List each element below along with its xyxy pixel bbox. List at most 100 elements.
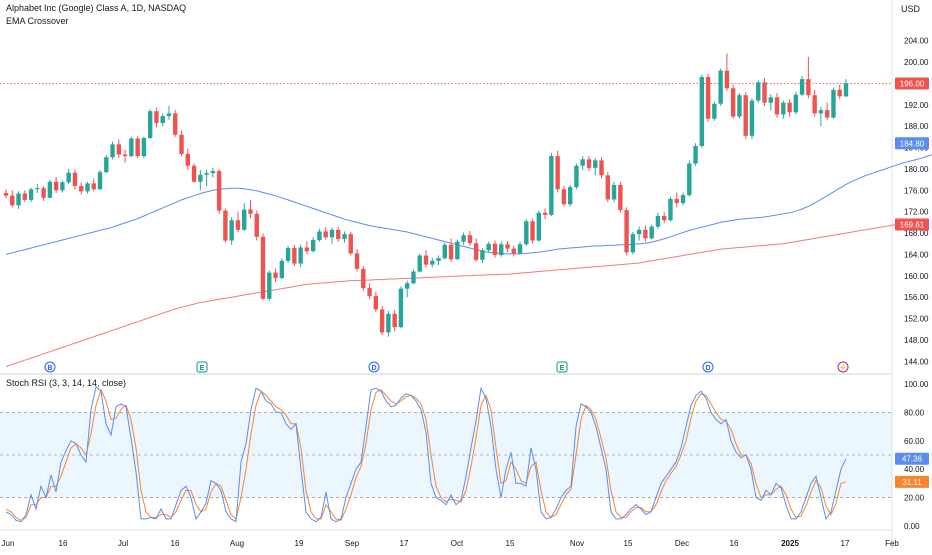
candle[interactable] [135,136,140,159]
candle[interactable] [60,180,65,193]
candle[interactable] [837,84,842,100]
candle[interactable] [825,102,830,120]
event-marker[interactable]: ⚡ [837,361,849,373]
candle[interactable] [806,56,811,99]
candle[interactable] [781,100,786,119]
candle[interactable] [166,105,172,120]
candle[interactable] [430,257,435,268]
candle[interactable] [705,73,711,122]
candle[interactable] [524,219,529,246]
candle[interactable] [35,183,40,193]
candle[interactable] [79,182,84,195]
candle[interactable] [599,157,604,179]
candle[interactable] [636,226,642,241]
candle[interactable] [674,192,679,208]
candle[interactable] [323,227,328,240]
candle[interactable] [611,181,617,203]
candle[interactable] [423,250,429,268]
candle[interactable] [618,181,623,213]
candle[interactable] [179,130,184,157]
candle[interactable] [655,212,661,229]
candle[interactable] [260,233,266,301]
candle[interactable] [22,190,27,203]
candle[interactable] [97,170,103,190]
candle[interactable] [680,192,686,206]
candle[interactable] [41,186,46,201]
candle[interactable] [405,280,410,298]
candle[interactable] [793,91,799,115]
candle[interactable] [724,53,730,91]
candle[interactable] [768,94,773,111]
candle[interactable] [762,78,767,106]
candle[interactable] [185,148,190,171]
candle[interactable] [517,241,523,255]
event-marker[interactable]: E [556,361,568,373]
candle[interactable] [147,109,153,140]
candle[interactable] [718,68,723,106]
candle[interactable] [749,98,755,140]
candle[interactable] [198,170,203,191]
candle[interactable] [3,189,9,199]
candle[interactable] [373,291,379,313]
candle[interactable] [292,244,297,267]
candle[interactable] [361,266,366,291]
candle[interactable] [173,110,178,137]
candle[interactable] [567,184,573,207]
candle[interactable] [267,270,272,301]
candle[interactable] [53,176,59,193]
candle[interactable] [555,150,560,193]
candle[interactable] [342,231,347,243]
candle[interactable] [574,163,579,190]
candle[interactable] [229,217,234,245]
event-marker[interactable]: D [702,361,714,373]
candle[interactable] [110,141,115,160]
candle[interactable] [66,168,71,184]
candle[interactable] [649,224,654,240]
candle[interactable] [129,136,134,158]
candle[interactable] [91,178,96,192]
candle[interactable] [580,156,585,171]
currency-label[interactable]: USD [900,4,920,14]
candle[interactable] [743,91,748,140]
candle[interactable] [787,99,792,117]
candle[interactable] [348,231,353,256]
candle[interactable] [85,181,90,194]
candle[interactable] [28,187,34,203]
candle[interactable] [436,255,441,266]
candle[interactable] [605,172,610,203]
candle[interactable] [191,163,197,183]
candle[interactable] [461,232,466,245]
candle[interactable] [235,211,241,232]
candle[interactable] [455,239,460,260]
candle[interactable] [756,80,761,103]
candle[interactable] [242,203,247,231]
candle[interactable] [499,241,504,257]
candle[interactable] [354,249,360,272]
candle[interactable] [630,231,636,255]
candle[interactable] [379,305,385,336]
candle[interactable] [442,242,447,260]
candle[interactable] [530,219,535,244]
candle[interactable] [593,158,598,176]
candle[interactable] [386,311,391,337]
candle[interactable] [536,210,542,242]
candle[interactable] [47,179,53,199]
candle[interactable] [336,226,341,242]
candle[interactable] [411,269,416,285]
candle[interactable] [668,196,673,222]
candle[interactable] [486,241,491,253]
candle[interactable] [16,191,21,210]
candle[interactable] [549,152,554,216]
candle[interactable] [392,310,397,332]
candle[interactable] [204,170,209,187]
candle[interactable] [737,93,742,119]
candle[interactable] [310,237,316,253]
candle[interactable] [505,241,510,253]
candle[interactable] [141,136,147,159]
candle[interactable] [154,107,159,128]
candle[interactable] [492,240,498,258]
candle[interactable] [693,143,698,166]
candle[interactable] [104,155,109,174]
candle[interactable] [160,113,165,127]
candle[interactable] [279,258,285,280]
